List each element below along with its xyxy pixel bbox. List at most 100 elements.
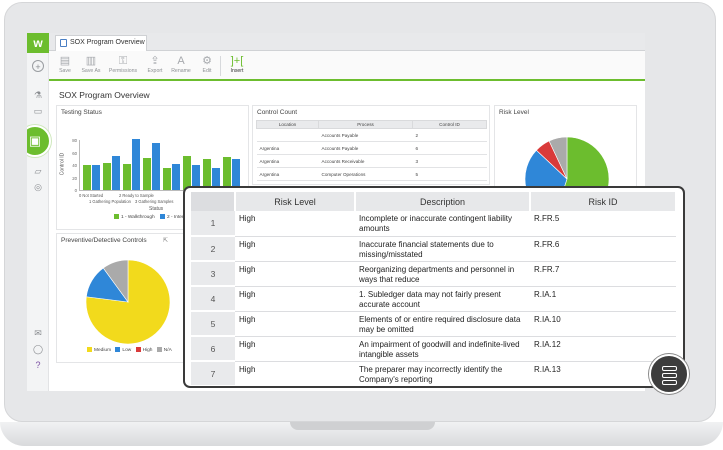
pie-slice-medium[interactable]: [85, 259, 171, 345]
pie-slice-na[interactable]: [548, 136, 568, 180]
table-row[interactable]: Argentina Accounts Receivable 3: [256, 154, 487, 168]
description-cell: Reorganizing departments and personnel i…: [355, 261, 530, 287]
pie-slice-na[interactable]: [102, 259, 129, 303]
description-cell: The preparer may incorrectly identify th…: [355, 361, 530, 386]
table-row[interactable]: 5 High Elements of or entire required disc…: [191, 311, 676, 337]
bar-walkthrough: [83, 164, 91, 190]
legend-swatch-na: [156, 347, 162, 352]
row-index: 6: [191, 336, 235, 362]
cell: Argentina: [256, 154, 319, 168]
legend-swatch-inter: [160, 214, 166, 219]
y-tick-label: 40: [72, 163, 77, 168]
edit-label: Edit: [202, 68, 212, 74]
bar-walkthrough: [143, 158, 151, 190]
cell: Argentina: [256, 167, 319, 181]
legend-inter: 2 - Inter: [167, 214, 184, 220]
tab-sox-program-overview[interactable]: SOX Program Overview: [55, 35, 147, 51]
insert-label: Insert: [230, 68, 244, 74]
permissions-button[interactable]: ⚿ Permissions: [105, 54, 141, 74]
user-icon[interactable]: ◯: [32, 344, 44, 354]
column-header-control-id: Control ID: [412, 120, 487, 129]
column-header-process: Process: [318, 120, 413, 129]
table-row[interactable]: 4 High 1. Subledger data may not fairly pr…: [191, 286, 676, 312]
add-icon[interactable]: +: [32, 60, 44, 72]
description-cell: 1. Subledger data may not fairly present…: [355, 286, 530, 312]
folder-icon[interactable]: ▱: [34, 166, 42, 176]
row-index: 4: [191, 286, 235, 312]
x-axis-title: Status: [149, 206, 164, 212]
description-cell: An impairment of goodwill and indefinite…: [355, 336, 530, 362]
risk-level-cell: High: [235, 361, 355, 386]
bar-walkthrough: [163, 168, 171, 190]
toolbar-divider: [220, 56, 221, 76]
risk-table-popup: Risk Level Description Risk ID 1 High Inco…: [183, 186, 685, 388]
workiva-logo[interactable]: w: [27, 33, 49, 53]
rename-label: Rename: [171, 68, 191, 74]
risk-level-title: Risk Level: [499, 109, 529, 116]
flask-icon[interactable]: ⚗: [33, 90, 43, 100]
control-count-table: Location Process Control ID Accounts Pay…: [256, 120, 487, 181]
table-row[interactable]: 3 High Reorganizing departments and person…: [191, 261, 676, 287]
mail-icon[interactable]: ✉: [34, 328, 42, 338]
expand-icon[interactable]: ⇱: [163, 238, 169, 244]
cell: Accounts Receivable: [318, 154, 413, 168]
bar-walkthrough: [223, 157, 231, 190]
bar-walkthrough: [103, 162, 111, 190]
save-as-icon: ▥: [85, 55, 97, 67]
help-icon[interactable]: ?: [35, 360, 41, 370]
document-icon: [60, 39, 67, 47]
check-circle-icon[interactable]: ◎: [34, 182, 42, 192]
table-row[interactable]: 6 High An impairment of goodwill and indef…: [191, 336, 676, 362]
table-row[interactable]: 2 High Inaccurate financial statements due…: [191, 236, 676, 262]
bar-walkthrough: [183, 156, 191, 190]
insert-button[interactable]: ]+[Insert: [223, 54, 251, 74]
risk-level-cell: High: [235, 236, 355, 262]
y-tick-label: 20: [72, 175, 77, 181]
table-row[interactable]: 1 High Incomplete or inaccurate contingent…: [191, 211, 676, 237]
risk-id-cell: R.IA.10: [530, 311, 676, 337]
bar-inter: [232, 159, 240, 190]
cell: Argentina: [256, 141, 319, 155]
cell: Computer Operations: [318, 167, 413, 181]
export-label: Export: [147, 68, 163, 74]
legend-swatch-low: [115, 347, 121, 352]
toolbar: ▤ Save ▥ Save As ⚿ Permissions ⇪ Export A Ren…: [49, 51, 645, 81]
testing-status-title: Testing Status: [61, 109, 102, 116]
table-row[interactable]: Argentina Accounts Payable 6: [256, 141, 487, 155]
bar-inter: [152, 142, 160, 190]
permissions-icon: ⚿: [118, 55, 128, 67]
cell: [256, 128, 319, 142]
table-row[interactable]: Accounts Payable 2: [256, 128, 487, 142]
y-tick-label: 80: [72, 138, 77, 143]
table-row[interactable]: 7 High The preparer may incorrectly identi…: [191, 361, 676, 386]
database-layer: [662, 373, 677, 378]
cell: 6: [412, 141, 487, 155]
database-icon[interactable]: [649, 354, 689, 394]
bar-inter: [212, 168, 220, 190]
column-header-risk-id: Risk ID: [530, 192, 677, 211]
rename-button[interactable]: A Rename: [167, 54, 195, 74]
save-as-button[interactable]: ▥ Save As: [77, 54, 105, 74]
bar-inter: [172, 163, 180, 190]
preventive-pie-chart: [85, 259, 171, 345]
description-cell: Elements of or entire required disclosur…: [355, 311, 530, 337]
export-button[interactable]: ⇪ Export: [141, 54, 169, 74]
risk-level-cell: High: [235, 311, 355, 337]
x-tick-label: 2 Ready to Sample: [119, 193, 154, 198]
row-index: 7: [191, 361, 235, 386]
risk-id-cell: R.FR.5: [530, 211, 676, 237]
legend-na: N/A: [163, 347, 172, 353]
inbox-icon[interactable]: ▭: [33, 106, 43, 116]
permissions-label: Permissions: [108, 68, 138, 74]
risk-id-cell: R.FR.6: [530, 236, 676, 262]
edit-button[interactable]: ⚙ Edit: [193, 54, 221, 74]
table-row[interactable]: Argentina Computer Operations 5: [256, 167, 487, 181]
save-button[interactable]: ▤ Save: [51, 54, 79, 74]
tab-bar: SOX Program Overview: [49, 33, 645, 51]
risk-id-cell: R.IA.12: [530, 336, 676, 362]
laptop-notch: [290, 422, 435, 430]
legend-swatch-walkthrough: [114, 214, 119, 219]
left-rail: w + ⚗ ▭ ▱ ◎ ✉ ◯ ?: [27, 33, 49, 391]
legend-walkthrough: 1 - Walkthrough: [121, 214, 155, 220]
y-tick-label: 0: [74, 188, 77, 193]
